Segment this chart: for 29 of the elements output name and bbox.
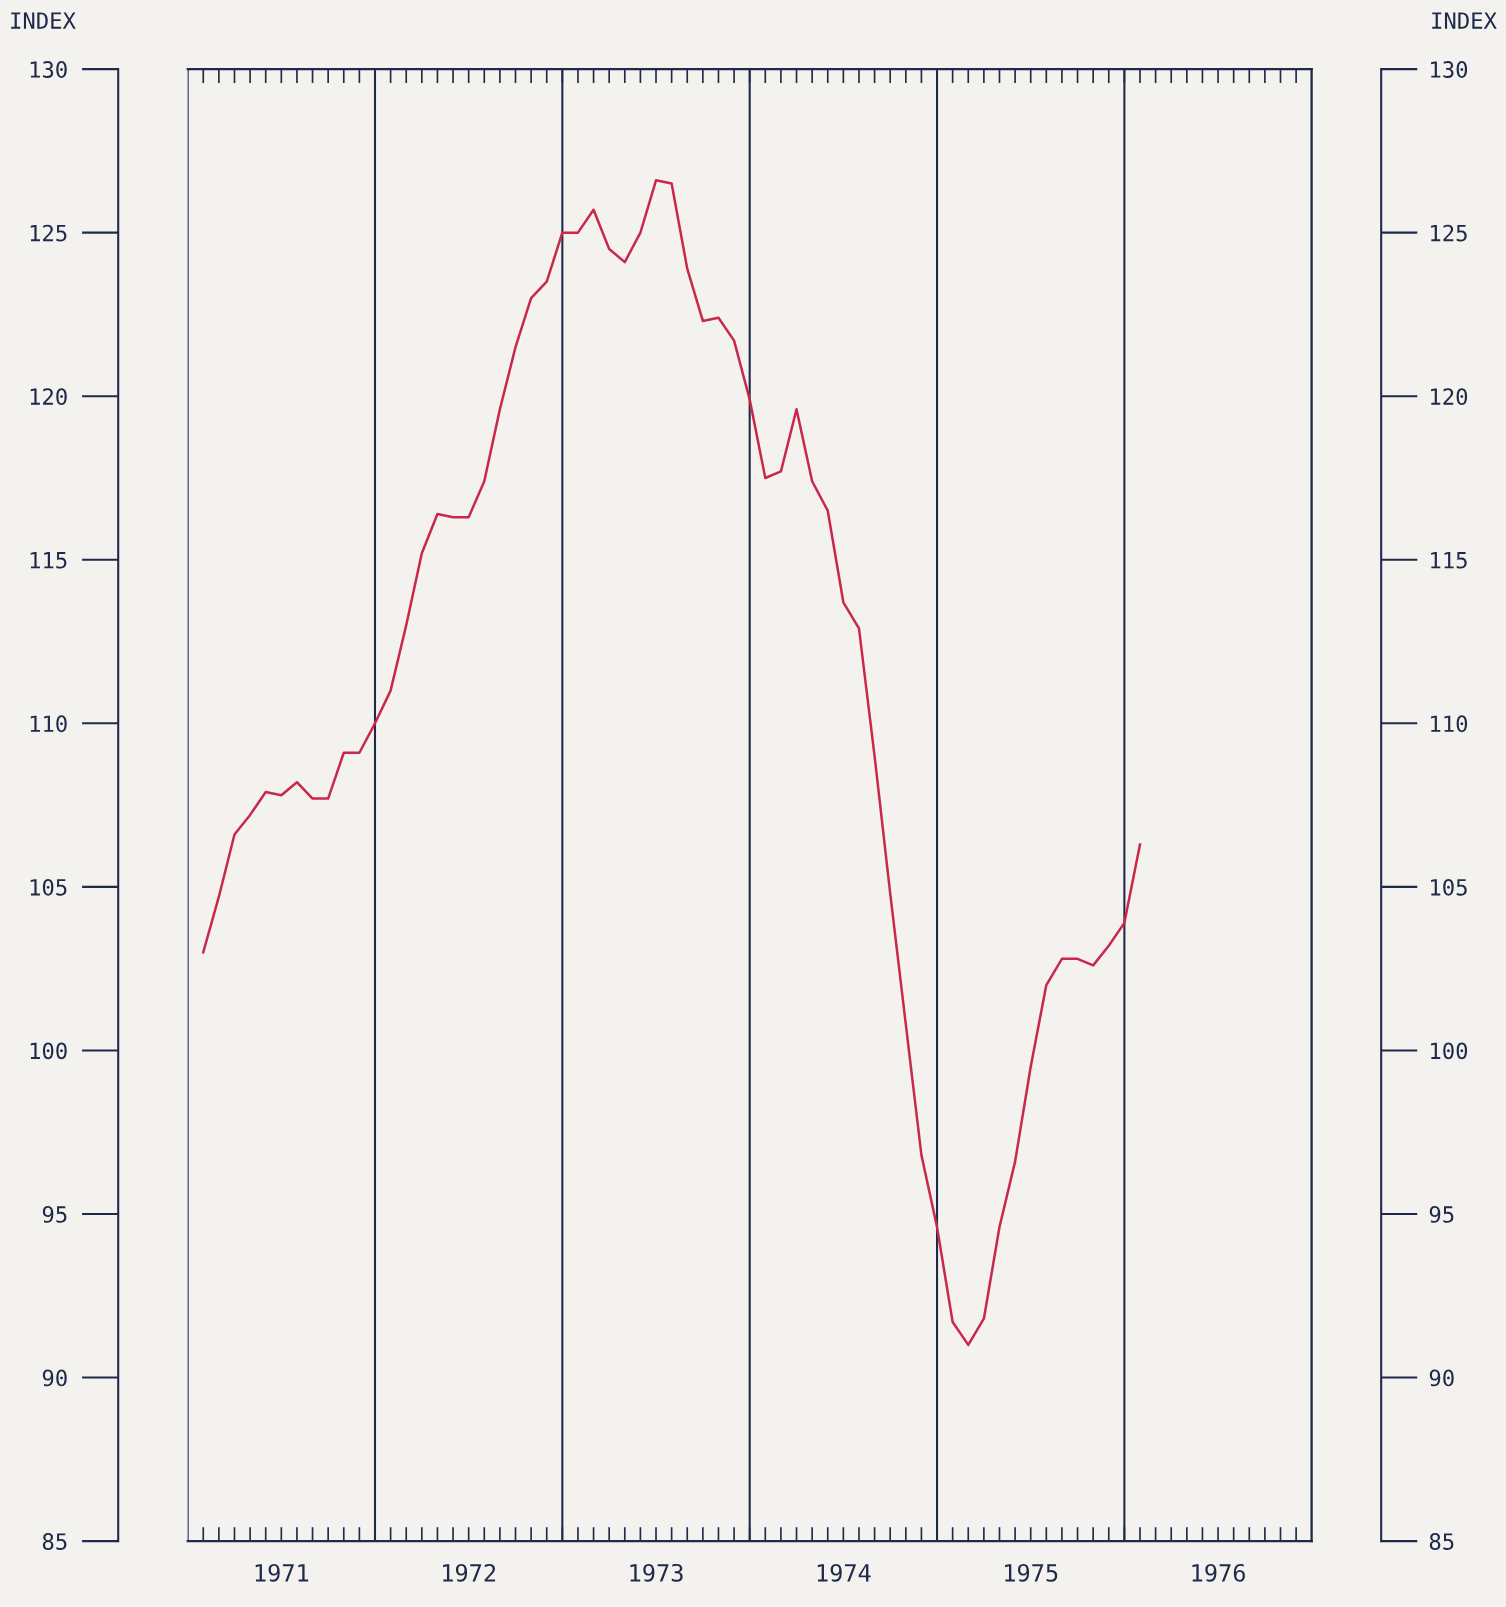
y2-tick-label: 85 <box>1429 1533 1454 1550</box>
y-tick-label: 105 <box>30 878 67 896</box>
y-tick-label: 85 <box>42 1533 67 1550</box>
y2-tick-label: 110 <box>1431 715 1468 733</box>
y2-tick-label: 95 <box>1429 1206 1454 1223</box>
x-tick-label: 1972 <box>443 1563 496 1582</box>
x-tick-label: 1974 <box>817 1563 871 1582</box>
y-tick-label: 100 <box>30 1042 67 1060</box>
y-axis-title: INDEX <box>11 12 76 29</box>
x-tick-label: 1971 <box>255 1563 309 1582</box>
y2-tick-label: 90 <box>1429 1369 1454 1387</box>
y2-tick-label: 125 <box>1431 224 1467 242</box>
y2-axis-title: INDEX <box>1432 12 1497 29</box>
y2-tick-label: 105 <box>1431 878 1467 896</box>
y-tick-label: 115 <box>30 552 67 569</box>
y2-tick-label: 115 <box>1431 552 1467 569</box>
line-series <box>202 179 1142 1347</box>
y-tick-label: 95 <box>42 1206 67 1223</box>
x-tick-label: 1975 <box>1005 1563 1058 1582</box>
x-tick-label: 1976 <box>1192 1563 1245 1582</box>
y-tick-label: 110 <box>30 715 67 733</box>
y-tick-label: 130 <box>30 61 67 78</box>
x-tick-label: 1973 <box>630 1563 683 1582</box>
y2-tick-label: 130 <box>1431 61 1468 78</box>
y2-tick-label: 120 <box>1431 388 1468 406</box>
y-tick-label: 90 <box>42 1369 67 1387</box>
y2-tick-label: 100 <box>1431 1042 1468 1060</box>
y-tick-label: 120 <box>30 388 67 406</box>
y-tick-label: 125 <box>30 224 67 242</box>
